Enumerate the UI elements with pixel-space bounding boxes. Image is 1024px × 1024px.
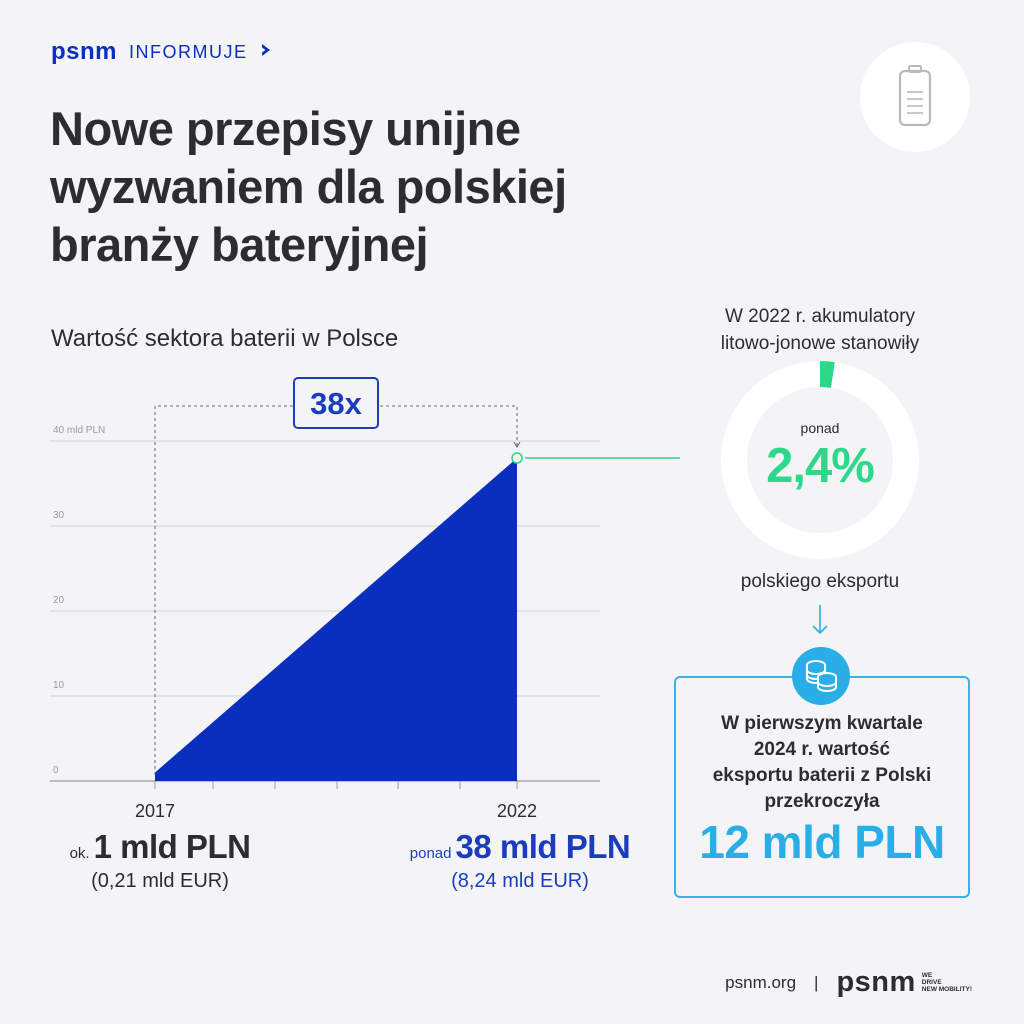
- footer-slogan-line: NEW MOBILITY!: [921, 986, 972, 993]
- y-tick-label: 10: [53, 680, 65, 691]
- page-title: Nowe przepisy unijne wyzwaniem dla polsk…: [50, 100, 690, 274]
- info-box-line: eksportu baterii z Polski: [712, 765, 932, 786]
- y-tick-label: 30: [53, 510, 65, 521]
- donut-caption-line: W 2022 r. akumulatory: [724, 306, 916, 327]
- battery-badge: [860, 42, 970, 152]
- area-series: [155, 458, 517, 781]
- end-point-marker: [511, 452, 523, 464]
- info-box-line: 2024 r. wartość: [753, 739, 891, 760]
- title-line: Nowe przepisy unijne: [50, 102, 521, 155]
- donut-value: 2,4%: [766, 439, 875, 493]
- donut-prefix: ponad: [800, 420, 840, 436]
- info-box: [674, 676, 970, 898]
- multiplier-label: 38x: [310, 386, 362, 421]
- x-tick-label: 2017: [135, 801, 175, 820]
- coins-badge: [792, 647, 850, 705]
- y-tick-label: 0: [53, 765, 59, 776]
- footer-slogan: WE DRIVE NEW MOBILITY!: [922, 972, 972, 993]
- start-value: 1 mld PLN: [93, 828, 251, 865]
- footer-site-link[interactable]: psnm.org: [725, 972, 797, 992]
- x-tick-label: 2022: [497, 801, 537, 820]
- brand-logo: psnm: [51, 38, 118, 65]
- end-value-block: ponad 38 mld PLN (8,24 mld EUR): [390, 828, 650, 893]
- donut-caption: W 2022 r. akumulatory litowo-jonowe stan…: [680, 303, 960, 357]
- bracket-arrowhead: [513, 441, 521, 448]
- coins-icon: [806, 660, 837, 692]
- area-chart: 0 10 20 30 40 mld PLN 2017 2022 38x: [50, 377, 680, 820]
- info-box-line: przekroczyła: [764, 791, 880, 812]
- donut-chart: [721, 361, 919, 559]
- donut-segment: [721, 361, 919, 559]
- footer-logo: psnm: [836, 966, 916, 998]
- multiplier-box: [293, 377, 379, 429]
- export-label: polskiego eksportu: [740, 571, 900, 592]
- footer-separator: |: [814, 972, 819, 992]
- title-line: wyzwaniem dla polskiej: [50, 160, 567, 213]
- end-value: 38 mld PLN: [455, 828, 631, 865]
- footer-slogan-line: DRIVE: [921, 979, 942, 986]
- start-prefix: ok.: [69, 845, 90, 862]
- battery-icon: [898, 65, 932, 127]
- chart-title: Wartość sektora baterii w Polsce: [51, 325, 399, 352]
- brand-header: psnm INFORMUJE: [51, 38, 272, 66]
- chevron-right-icon: [260, 43, 272, 62]
- end-sub-value: (8,24 mld EUR): [451, 870, 589, 892]
- donut-caption-line: litowo-jonowe stanowiły: [720, 333, 920, 354]
- footer-slogan-line: WE: [921, 972, 933, 979]
- y-tick-label: 40 mld PLN: [53, 425, 105, 436]
- info-box-value: 12 mld PLN: [699, 816, 945, 868]
- footer: psnm.org | psnm WE DRIVE NEW MOBILITY!: [725, 966, 972, 999]
- info-box-text: W pierwszym kwartale 2024 r. wartość eks…: [690, 711, 954, 815]
- info-box-line: W pierwszym kwartale: [721, 713, 923, 734]
- multiplier-bracket: [154, 405, 518, 775]
- title-line: branży bateryjnej: [50, 218, 429, 271]
- start-value-block: ok. 1 mld PLN (0,21 mld EUR): [40, 828, 280, 893]
- end-prefix: ponad: [409, 845, 452, 862]
- arrow-down-icon: [812, 605, 828, 635]
- brand-tag: INFORMUJE: [129, 41, 248, 62]
- start-sub-value: (0,21 mld EUR): [91, 870, 229, 892]
- y-tick-label: 20: [53, 595, 65, 606]
